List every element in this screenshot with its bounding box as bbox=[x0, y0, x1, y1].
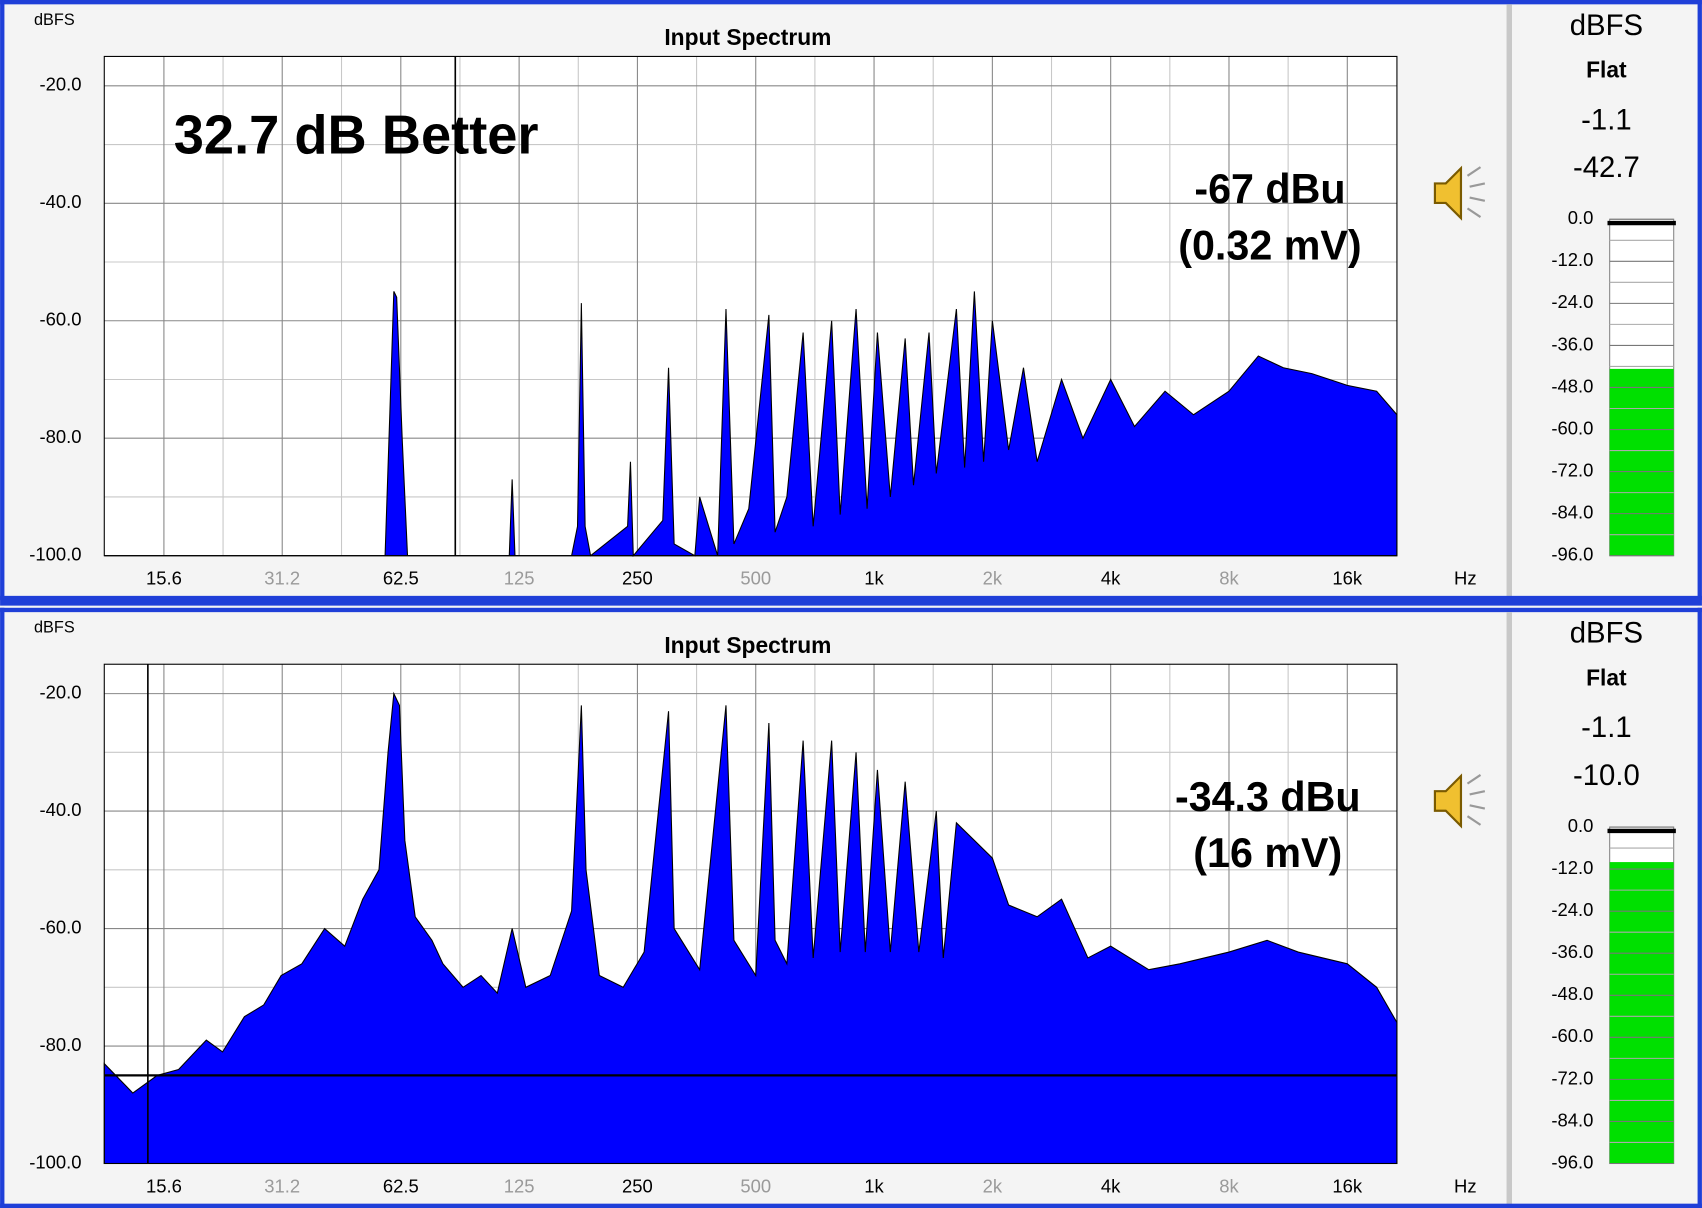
y-tick-label: -20.0 bbox=[39, 74, 81, 95]
speaker-waves bbox=[1466, 774, 1486, 826]
x-tick-label: 1k bbox=[864, 567, 884, 588]
x-axis-unit: Hz bbox=[1454, 567, 1477, 588]
panel-border bbox=[0, 1203, 1702, 1208]
meter-tick-label: -84.0 bbox=[1551, 1109, 1593, 1130]
meter-tick-label: -24.0 bbox=[1551, 291, 1593, 312]
panel-border bbox=[0, 0, 1702, 5]
meter-unit: dBFS bbox=[1570, 617, 1643, 650]
meter-tick-label: -24.0 bbox=[1551, 899, 1593, 920]
panel-separator bbox=[0, 595, 1702, 606]
x-tick-label: 31.2 bbox=[264, 567, 300, 588]
y-tick-label: -60.0 bbox=[39, 916, 81, 937]
x-tick-label: 250 bbox=[622, 1175, 653, 1196]
panel-edge bbox=[0, 607, 5, 1208]
speaker-icon bbox=[1433, 773, 1463, 829]
spectrum-area bbox=[103, 691, 1398, 1165]
meter-tick-label: -72.0 bbox=[1551, 459, 1593, 480]
annotation: (16 mV) bbox=[1193, 830, 1342, 876]
x-tick-label: 4k bbox=[1101, 567, 1121, 588]
meter-weighting: Flat bbox=[1586, 664, 1627, 690]
x-tick-label: 15.6 bbox=[146, 1175, 182, 1196]
meter-weighting: Flat bbox=[1586, 57, 1627, 83]
panel-edge bbox=[0, 0, 5, 601]
x-tick-label: 16k bbox=[1332, 567, 1363, 588]
meter-tick-label: -48.0 bbox=[1551, 983, 1593, 1004]
panel-border bbox=[0, 607, 1702, 613]
x-tick-label: 62.5 bbox=[383, 567, 419, 588]
x-tick-label: 15.6 bbox=[146, 567, 182, 588]
x-tick-label: 125 bbox=[504, 567, 535, 588]
x-tick-label: 8k bbox=[1219, 567, 1239, 588]
x-tick-label: 31.2 bbox=[264, 1175, 300, 1196]
annotation: (0.32 mV) bbox=[1178, 222, 1361, 268]
annotation: 32.7 dB Better bbox=[174, 105, 539, 165]
meter-bar bbox=[1609, 368, 1674, 556]
annotation: -67 dBu bbox=[1194, 166, 1345, 212]
x-tick-label: 16k bbox=[1332, 1175, 1363, 1196]
peak-readout: -1.1 bbox=[1581, 711, 1631, 744]
sidebar-divider bbox=[1506, 4, 1512, 601]
meter-tick-label: -12.0 bbox=[1551, 249, 1593, 270]
plot-border bbox=[103, 55, 1398, 557]
y-tick-label: -100.0 bbox=[29, 544, 81, 565]
y-tick-label: -80.0 bbox=[39, 1034, 81, 1055]
meter-tick-label: -36.0 bbox=[1551, 941, 1593, 962]
panel-edge bbox=[1697, 607, 1702, 1208]
meter-tick-label: -48.0 bbox=[1551, 375, 1593, 396]
peak-readout: -1.1 bbox=[1581, 103, 1631, 136]
meter-tick-label: 0.0 bbox=[1568, 207, 1594, 228]
level-readout: -42.7 bbox=[1573, 151, 1640, 184]
meter-bar bbox=[1609, 862, 1674, 1164]
x-tick-label: 4k bbox=[1101, 1175, 1121, 1196]
spectrum-area bbox=[104, 291, 1398, 558]
y-tick-label: -80.0 bbox=[39, 426, 81, 447]
y-axis-label: dBFS bbox=[34, 619, 75, 637]
y-tick-label: -40.0 bbox=[39, 799, 81, 820]
meter-tick-label: -12.0 bbox=[1551, 857, 1593, 878]
y-axis-label: dBFS bbox=[34, 11, 75, 29]
y-tick-label: -60.0 bbox=[39, 309, 81, 330]
meter-unit: dBFS bbox=[1570, 9, 1643, 42]
speaker-waves bbox=[1466, 166, 1486, 218]
x-tick-label: 250 bbox=[622, 567, 653, 588]
meter-tick-label: -84.0 bbox=[1551, 502, 1593, 523]
meter-tick-label: -36.0 bbox=[1551, 333, 1593, 354]
y-tick-label: -20.0 bbox=[39, 681, 81, 702]
x-tick-label: 125 bbox=[504, 1175, 535, 1196]
x-tick-label: 1k bbox=[864, 1175, 884, 1196]
x-tick-label: 2k bbox=[983, 567, 1003, 588]
meter-tick-label: -60.0 bbox=[1551, 1025, 1593, 1046]
annotation: -34.3 dBu bbox=[1175, 774, 1361, 820]
x-tick-label: 500 bbox=[740, 1175, 771, 1196]
meter-tick-label: -96.0 bbox=[1551, 544, 1593, 565]
x-tick-label: 8k bbox=[1219, 1175, 1239, 1196]
x-tick-label: 62.5 bbox=[383, 1175, 419, 1196]
speaker-icon bbox=[1433, 165, 1463, 221]
meter-tick-label: -60.0 bbox=[1551, 417, 1593, 438]
x-tick-label: 500 bbox=[740, 567, 771, 588]
meter-tick-label: -72.0 bbox=[1551, 1067, 1593, 1088]
sidebar-divider bbox=[1506, 612, 1512, 1208]
meter-tick-label: -96.0 bbox=[1551, 1151, 1593, 1172]
chart-title: Input Spectrum bbox=[664, 24, 831, 50]
y-tick-label: -40.0 bbox=[39, 191, 81, 212]
meter-tick-label: 0.0 bbox=[1568, 815, 1594, 836]
x-tick-label: 2k bbox=[983, 1175, 1003, 1196]
x-axis-unit: Hz bbox=[1454, 1175, 1477, 1196]
chart-title: Input Spectrum bbox=[664, 632, 831, 658]
level-readout: -10.0 bbox=[1573, 759, 1640, 792]
plot-border bbox=[103, 663, 1398, 1165]
panel-edge bbox=[1697, 0, 1702, 601]
y-tick-label: -100.0 bbox=[29, 1151, 81, 1172]
